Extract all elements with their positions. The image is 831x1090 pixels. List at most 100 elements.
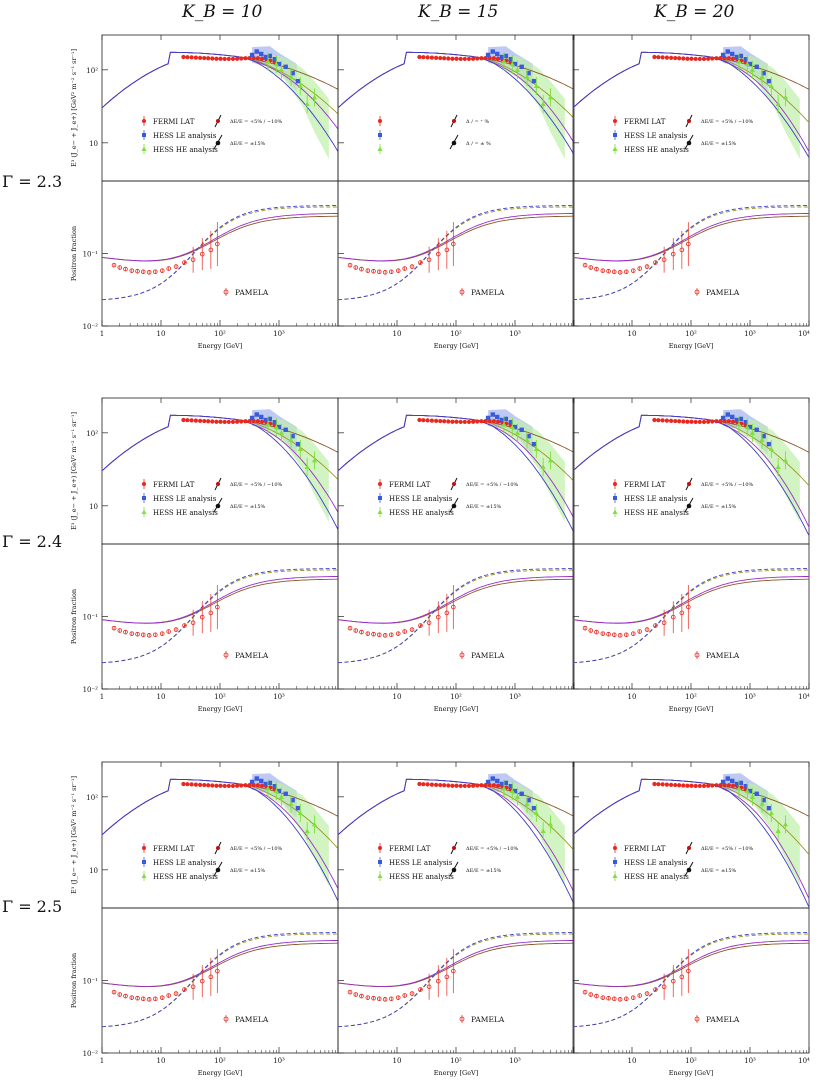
model-fraction-curve — [101, 568, 338, 664]
x-tick-label: 10³ — [509, 1057, 521, 1065]
hess-le-point — [747, 61, 753, 67]
hess-le-point — [259, 51, 264, 57]
hess-he-point — [524, 437, 530, 442]
hess-le-point — [747, 424, 753, 430]
hess-le-point — [485, 779, 491, 785]
x-tick-label: 10² — [685, 693, 697, 701]
pamela-point — [594, 629, 599, 635]
hess-le-point — [508, 419, 514, 425]
fermi-lat-point — [243, 56, 248, 61]
hess-le-point — [508, 56, 514, 62]
fermi-lat-point — [714, 56, 719, 61]
hess-le-point — [738, 416, 744, 422]
legend-syst-he: Δ / = ± % — [466, 141, 491, 147]
x-tick-label: 10² — [685, 1057, 697, 1065]
legend-marker-hess-he — [141, 146, 147, 151]
fermi-lat-point — [669, 418, 674, 423]
pamela-point — [637, 629, 642, 634]
model-fraction-curve — [101, 942, 338, 988]
hess-le-point — [734, 417, 740, 423]
fermi-lat-point — [210, 783, 215, 788]
hess-le-point — [738, 53, 744, 59]
model-fraction-curve — [572, 942, 809, 988]
y-tick-label: 10 — [89, 140, 98, 148]
model-fraction-curve — [572, 215, 809, 262]
panel-gamma-2.4-kb-20: 10 10² 10³ 10⁴ Energy [GeV] FERMI LAT HESS LE … — [572, 397, 810, 713]
hess-le-point — [519, 427, 524, 433]
fermi-lat-point — [677, 419, 682, 424]
hess-he-point — [509, 61, 515, 67]
pamela-point — [111, 625, 117, 631]
pamela-point — [353, 628, 359, 633]
fermi-lat-point — [259, 419, 265, 424]
hess-le-point — [272, 783, 278, 789]
model-fraction-curve — [337, 576, 574, 624]
legend-syst-he: ΔE/E = ±15% — [701, 868, 737, 874]
fermi-lat-point — [202, 55, 207, 61]
hess-le-point — [276, 788, 282, 794]
model-fraction-curve — [101, 578, 338, 624]
model-fraction-curve — [337, 942, 574, 988]
fermi-lat-point — [417, 417, 422, 423]
x-axis-label: Energy [GeV] — [434, 705, 479, 713]
pamela-point — [182, 987, 187, 992]
model-fraction-curve — [337, 215, 574, 262]
hess-he-point — [288, 437, 294, 442]
model-fraction-curve — [572, 576, 809, 624]
hess-le-point — [519, 64, 524, 70]
syst-arrow-he-dot — [686, 140, 692, 146]
model-fraction-curve — [101, 206, 338, 301]
hess-he-point — [514, 794, 521, 799]
hess-le-point — [290, 433, 295, 439]
legend-label-pamela: PAMELA — [706, 1015, 740, 1024]
hess-le-point — [503, 53, 509, 59]
fermi-lat-point — [185, 418, 190, 423]
hess-le-point — [720, 52, 726, 58]
hess-he-systematic-band — [501, 53, 565, 160]
fermi-lat-point — [434, 418, 439, 423]
pamela-point — [435, 978, 441, 984]
hess-le-point — [754, 791, 759, 797]
legend-marker-fermi — [613, 846, 617, 850]
legend-label: HESS LE analysis — [624, 132, 688, 140]
syst-arrow-he-dot — [215, 140, 221, 146]
hess-he-systematic-band — [736, 780, 800, 887]
hess-le-point — [283, 64, 288, 70]
x-tick-label: 10 — [157, 1057, 166, 1065]
model-fraction-curve — [572, 213, 809, 262]
fermi-lat-point — [714, 783, 719, 788]
hess-le-point — [526, 433, 531, 439]
legend-marker-hess-he — [612, 509, 618, 514]
fraction-y-axis-label: Positron fraction — [70, 953, 78, 1008]
pamela-point — [617, 997, 623, 1002]
pamela-point — [444, 974, 450, 980]
pamela-point — [129, 631, 135, 636]
fermi-lat-point — [652, 54, 657, 60]
hess-le-point — [249, 52, 255, 58]
fermi-lat-point — [479, 783, 484, 788]
fermi-lat-point — [425, 55, 430, 60]
fermi-lat-point — [491, 56, 497, 61]
legend-marker-fermi — [378, 119, 382, 123]
hess-he-point — [514, 430, 521, 435]
hess-he-point — [744, 61, 750, 67]
legend-syst-he: ΔE/E = ±15% — [230, 504, 266, 510]
hess-le-point — [734, 781, 740, 787]
fermi-lat-point — [193, 782, 198, 787]
pamela-point — [117, 992, 123, 997]
fermi-lat-point — [189, 418, 194, 423]
legend-marker-pamela — [459, 652, 465, 658]
y-tick-label: 10 — [89, 503, 98, 511]
hess-le-point — [766, 78, 772, 84]
pamela-point — [159, 995, 165, 1000]
pamela-point — [623, 632, 629, 638]
fermi-lat-point — [230, 783, 236, 789]
hess-le-point — [754, 64, 759, 70]
hess-he-systematic-band — [265, 780, 329, 887]
pamela-point — [215, 968, 220, 974]
pamela-point — [679, 974, 685, 980]
model-spectrum-curve — [572, 51, 810, 158]
legend-marker-fermi — [613, 482, 617, 486]
fermi-lat-point — [181, 417, 186, 423]
